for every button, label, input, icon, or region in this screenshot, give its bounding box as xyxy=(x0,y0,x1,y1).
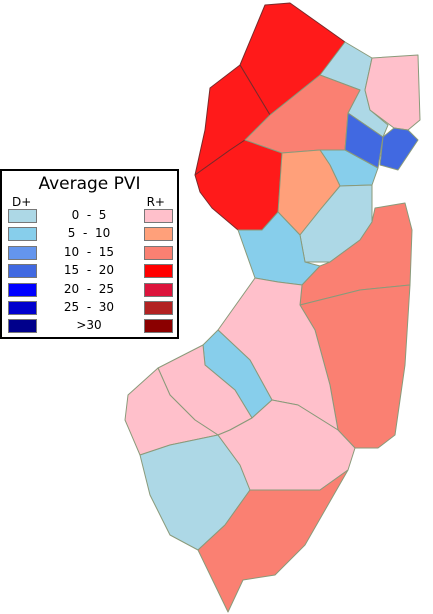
county-atlantic xyxy=(217,399,356,491)
legend-swatch-dem xyxy=(8,264,37,279)
legend: Average PVI D+ R+ 0 - 5 5 - 10 10 - 15 15 -… xyxy=(0,169,179,339)
legend-range-label: 10 - 15 xyxy=(63,244,115,259)
legend-swatch-dem xyxy=(8,227,37,242)
legend-dem-label: D+ xyxy=(12,195,32,209)
legend-range-label: 25 - 30 xyxy=(63,300,115,314)
legend-swatch-rep xyxy=(144,264,173,279)
legend-range-label: 15 - 20 xyxy=(63,263,115,278)
legend-swatch-rep xyxy=(144,301,173,315)
legend-swatch-dem xyxy=(8,282,37,297)
legend-swatch-rep xyxy=(144,209,173,223)
legend-swatch-dem xyxy=(8,301,37,315)
legend-range-label: 0 - 5 xyxy=(71,208,107,222)
county-cape-may xyxy=(197,469,349,613)
legend-swatch-rep xyxy=(144,282,173,297)
legend-swatch-dem xyxy=(8,245,37,260)
legend-range-label: >30 xyxy=(76,318,102,333)
legend-swatch-rep xyxy=(144,319,173,334)
legend-swatch-dem xyxy=(8,209,37,223)
legend-title: Average PVI xyxy=(38,174,141,194)
legend-rep-label: R+ xyxy=(146,195,165,209)
county-hudson xyxy=(379,127,419,171)
legend-swatch-rep xyxy=(144,227,173,242)
legend-swatch-dem xyxy=(8,319,37,334)
legend-swatch-rep xyxy=(144,245,173,260)
legend-range-label: 5 - 10 xyxy=(67,226,111,241)
legend-range-label: 20 - 25 xyxy=(63,281,115,296)
